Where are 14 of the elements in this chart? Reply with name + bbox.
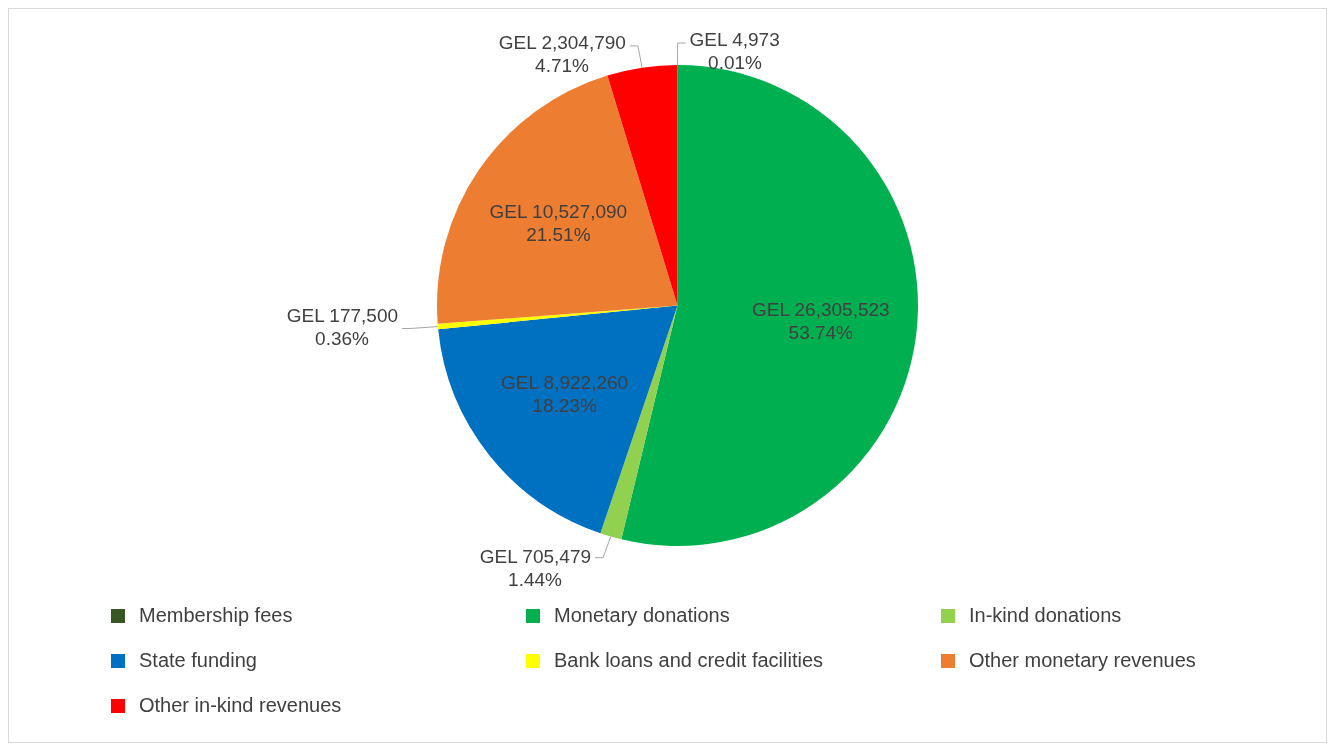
- data-label: GEL 10,527,090 21.51%: [489, 200, 628, 245]
- legend-label: Other monetary revenues: [969, 649, 1196, 672]
- legend-label: State funding: [139, 649, 257, 672]
- legend-label: Other in-kind revenues: [139, 694, 342, 717]
- legend-label: Monetary donations: [554, 604, 730, 627]
- data-label: GEL 4,973 0.01%: [689, 29, 780, 74]
- data-label: GEL 705,479 1.44%: [479, 545, 592, 590]
- data-label: GEL 8,922,260 18.23%: [500, 372, 629, 417]
- data-label: GEL 177,500 0.36%: [286, 305, 399, 350]
- data-label: GEL 26,305,523 53.74%: [751, 299, 890, 344]
- data-label: GEL 2,304,790 4.71%: [498, 32, 626, 77]
- legend-label: Bank loans and credit facilities: [554, 649, 824, 672]
- legend-label: Membership fees: [139, 604, 293, 627]
- legend-label: In-kind donations: [969, 604, 1122, 627]
